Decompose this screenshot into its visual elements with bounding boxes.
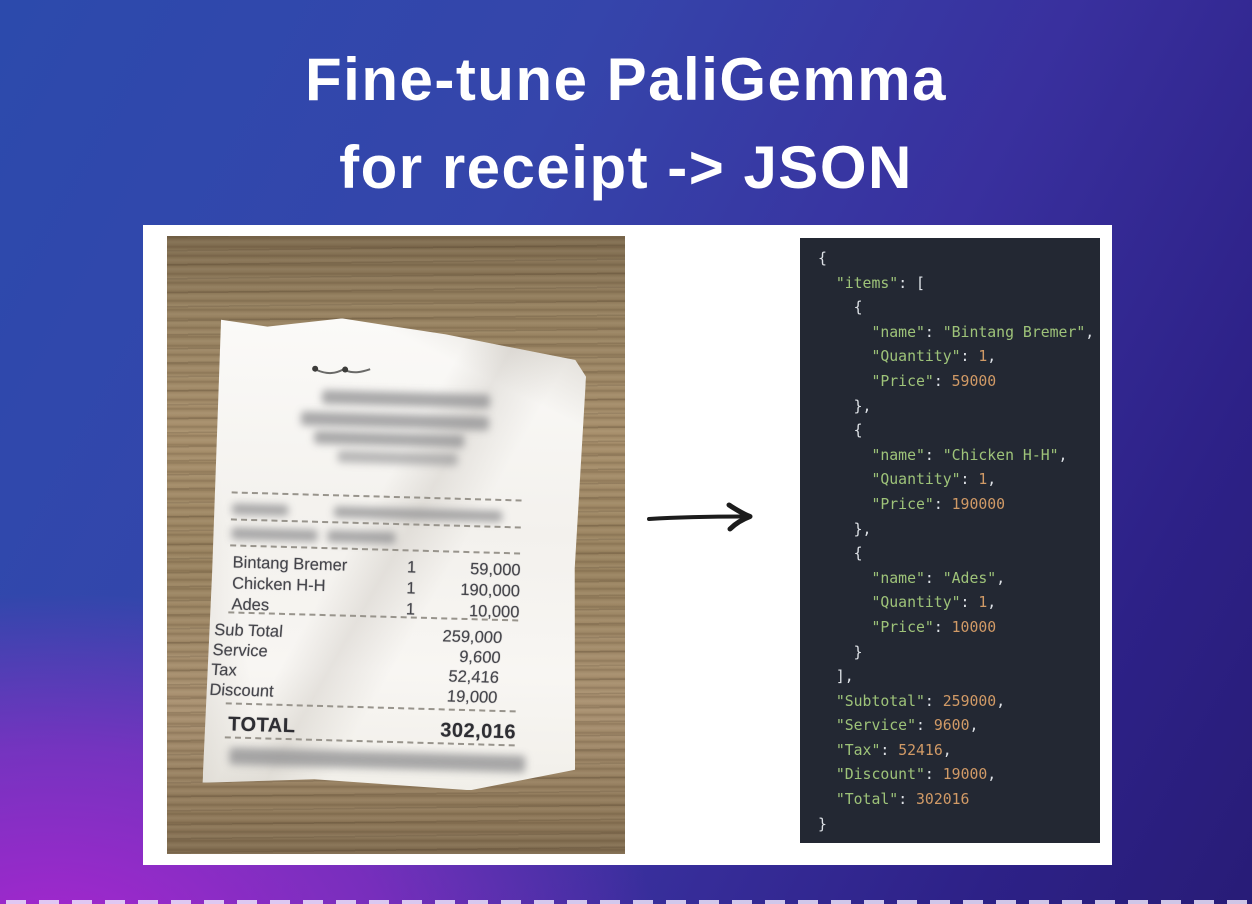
code-line: "Total": 302016 [835,791,970,809]
title-line-1: Fine-tune PaliGemma [305,46,947,113]
code-line: { [818,250,827,267]
code-line: "Quantity": 1, [871,471,997,489]
receipt-divider [230,544,520,554]
code-line: "Service": 9600, [835,717,979,735]
staple-icon [310,362,376,380]
code-line: { [818,422,863,440]
code-line: "Price": 190000 [871,495,1006,513]
code-line: "Price": 10000 [871,618,997,636]
blurred-footer-note [229,747,525,772]
code-line: "Discount": 19000, [835,766,997,784]
item-qty: 1 [406,579,416,598]
code-line: "Quantity": 1, [871,348,997,366]
code-line: } [818,643,863,661]
receipt-total-value: 302,016 [439,719,517,744]
code-line: }, [818,397,872,415]
summary-value: 19,000 [446,687,499,707]
summary-value: 52,416 [447,667,500,687]
code-line: "Tax": 52416, [835,741,952,759]
page-title: Fine-tune PaliGemma for receipt -> JSON [0,36,1252,212]
blurred-meta-row-2 [216,315,588,325]
code-line: "name": "Bintang Bremer", [871,323,1095,341]
receipt-items: Bintang Bremer 1 59,000 Chicken H-H 1 190,000… [216,315,588,325]
receipt-photo: Bintang Bremer 1 59,000 Chicken H-H 1 190,000… [167,236,625,854]
receipt-paper: Bintang Bremer 1 59,000 Chicken H-H 1 190,000… [203,315,588,793]
item-qty: 1 [406,558,417,577]
item-price: 190,000 [460,580,521,601]
code-line: "Price": 59000 [871,372,997,390]
code-line: "name": "Chicken H-H", [871,446,1068,464]
code-line: } [818,815,827,833]
content-card: Bintang Bremer 1 59,000 Chicken H-H 1 190,000… [143,225,1112,865]
right-arrow-icon [641,497,773,537]
receipt-summary: Sub Total 259,000 Service 9,600 Tax 52,416 Dis… [216,315,588,325]
code-line: "items": [ [835,274,925,292]
code-line: }, [818,520,872,538]
item-name: Chicken H-H [231,574,326,596]
code-line: { [818,299,863,317]
title-line-2: for receipt -> JSON [339,134,913,201]
code-line: "Quantity": 1, [871,594,997,612]
json-code-panel: { "items": [ { "name": "Bintang Bremer",… [800,238,1100,843]
code-lines: { "items": [ { "name": "Bintang Bremer",… [818,247,1100,837]
receipt-divider [232,491,522,501]
blurred-meta-row-1 [216,315,588,325]
item-price: 59,000 [469,560,521,580]
code-line: { [818,545,863,563]
bottom-dashed-border [6,900,1252,904]
blurred-store-header [214,387,586,397]
code-line: "Subtotal": 259000, [835,692,1006,710]
item-name: Bintang Bremer [232,553,348,575]
code-line: "name": "Ades", [871,569,1006,587]
summary-value: 259,000 [441,627,503,648]
summary-value: 9,600 [458,647,502,667]
code-line: ], [818,668,854,686]
